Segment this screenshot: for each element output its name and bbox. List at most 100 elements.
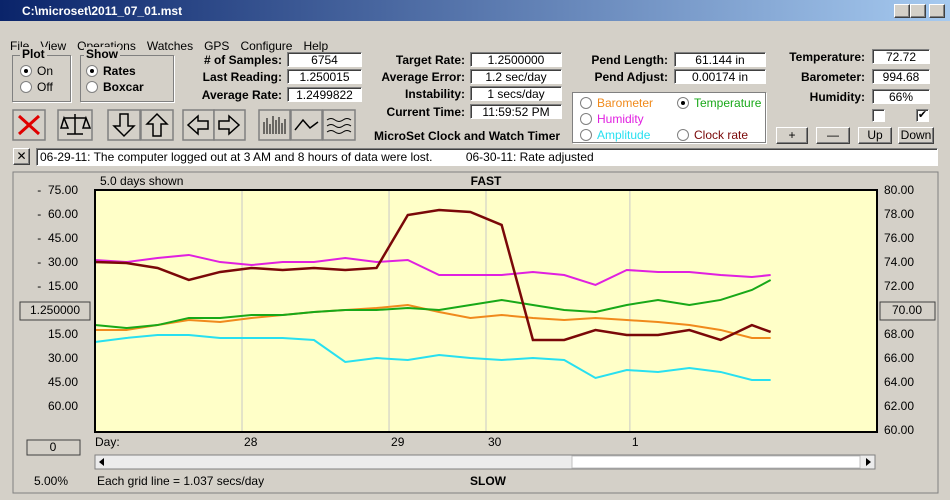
scroll-thumb[interactable] bbox=[571, 455, 861, 469]
radio[interactable]: Barometer bbox=[580, 96, 653, 110]
center-button[interactable] bbox=[19, 301, 91, 321]
radio[interactable]: On bbox=[20, 64, 53, 78]
x-tick-label: 28 bbox=[244, 435, 258, 449]
icon bbox=[59, 114, 92, 135]
y2-tick-label: 62.00 bbox=[884, 399, 914, 413]
radio[interactable]: Temperature bbox=[677, 96, 761, 110]
radio-label: Boxcar bbox=[103, 80, 144, 94]
x-axis-label: Day: bbox=[95, 435, 120, 449]
icon bbox=[263, 116, 286, 134]
radio[interactable]: Off bbox=[20, 80, 53, 94]
series-line bbox=[94, 279, 772, 330]
scroll-right[interactable] bbox=[866, 458, 871, 466]
toolbar bbox=[12, 109, 356, 141]
y-tick-label: - 15.00 bbox=[37, 279, 78, 293]
right-center-button[interactable] bbox=[879, 301, 936, 321]
icon bbox=[112, 113, 136, 138]
minimize[interactable] bbox=[894, 4, 910, 18]
field-label: Humidity: bbox=[809, 90, 865, 104]
clear-notes[interactable]: ✕ bbox=[13, 148, 30, 165]
radio[interactable]: Boxcar bbox=[86, 80, 144, 94]
button[interactable]: — bbox=[816, 127, 850, 144]
y2-tick-label: 78.00 bbox=[884, 207, 914, 221]
field-value: 66% bbox=[872, 89, 930, 104]
series-line bbox=[95, 303, 771, 339]
group-title: Show bbox=[84, 47, 120, 61]
zoom: 5.00% bbox=[34, 474, 68, 488]
field-label: # of Samples: bbox=[203, 53, 282, 67]
menu-item[interactable]: Watches bbox=[146, 39, 194, 53]
y2-tick-label: 76.00 bbox=[884, 231, 914, 245]
field-label: Instability: bbox=[404, 87, 465, 101]
maximize[interactable] bbox=[910, 4, 926, 18]
scroll-left[interactable] bbox=[99, 458, 104, 466]
icon bbox=[326, 118, 352, 134]
field-value: 994.68 bbox=[872, 69, 930, 84]
field-value: 1.2499822 bbox=[287, 87, 362, 102]
days-shown: 5.0 days shown bbox=[100, 174, 183, 188]
series-select bbox=[572, 92, 766, 143]
icon bbox=[294, 118, 319, 131]
radio[interactable]: Humidity bbox=[580, 112, 644, 126]
y-tick-label: 30.00 bbox=[48, 351, 78, 365]
menu-item[interactable]: View bbox=[40, 39, 67, 53]
field-label: Temperature: bbox=[789, 50, 865, 64]
y-tick-label: - 75.00 bbox=[37, 183, 78, 197]
x-tick-label: 29 bbox=[391, 435, 405, 449]
legend-label: Barometer bbox=[597, 96, 654, 110]
close[interactable] bbox=[929, 4, 945, 18]
legend-label: Clock rate bbox=[694, 128, 749, 142]
radio[interactable]: Clock rate bbox=[677, 128, 748, 142]
field-label: Current Time: bbox=[386, 105, 465, 119]
icon bbox=[145, 112, 169, 137]
radio-label: Rates bbox=[103, 64, 136, 78]
menu-item[interactable]: Configure bbox=[240, 39, 293, 53]
checkbox[interactable]: ✔ bbox=[916, 109, 929, 122]
button[interactable]: Down bbox=[898, 127, 934, 144]
note: 06-30-11: Rate adjusted bbox=[465, 150, 594, 164]
y-tick-label: - 30.00 bbox=[37, 255, 78, 269]
field-value: 61.144 in bbox=[674, 52, 766, 67]
y2-tick-label: 66.00 bbox=[884, 351, 914, 365]
legend-label: Amplitude bbox=[597, 128, 651, 142]
bottom-label: SLOW bbox=[470, 474, 507, 488]
field-value: 1.250015 bbox=[287, 69, 362, 84]
field-value: 72.72 bbox=[872, 49, 930, 64]
field-value: 1.2 sec/day bbox=[470, 69, 562, 84]
window-title: C:\microset\2011_07_01.mst bbox=[22, 4, 183, 18]
y2-tick-label: 64.00 bbox=[884, 375, 914, 389]
menu-item[interactable]: Help bbox=[303, 39, 329, 53]
series-line bbox=[94, 334, 771, 381]
plot-frame bbox=[94, 189, 878, 433]
note: 06-29-11: The computer logged out at 3 A… bbox=[40, 150, 433, 164]
y2-tick-label: 72.00 bbox=[884, 279, 914, 293]
title-bar bbox=[0, 0, 950, 21]
legend-label: Humidity bbox=[597, 112, 644, 126]
show-group bbox=[80, 55, 174, 102]
radio[interactable]: Rates bbox=[86, 64, 136, 78]
y-tick-label: 45.00 bbox=[48, 375, 78, 389]
y2-tick-label: 68.00 bbox=[884, 327, 914, 341]
y-tick-label: - 45.00 bbox=[37, 231, 78, 245]
field-value: 1 secs/day bbox=[470, 86, 562, 101]
series-line bbox=[94, 208, 772, 342]
field-value: 11:59:52 PM bbox=[470, 104, 562, 119]
checkbox[interactable] bbox=[872, 109, 885, 122]
button[interactable]: Up bbox=[858, 127, 892, 144]
y-tick-label: 60.00 bbox=[48, 399, 78, 413]
button[interactable]: + bbox=[776, 127, 808, 144]
radio[interactable]: Amplitude bbox=[580, 128, 650, 142]
offset-button[interactable] bbox=[26, 439, 81, 456]
right-center-label: 70.00 bbox=[892, 303, 922, 317]
menu-item[interactable]: GPS bbox=[204, 39, 230, 53]
y-tick-label: - 60.00 bbox=[37, 207, 78, 221]
x-tick-label: 30 bbox=[488, 435, 502, 449]
icon bbox=[186, 114, 209, 136]
field-value: 0.00174 in bbox=[674, 69, 766, 84]
field-label: Target Rate: bbox=[395, 53, 465, 67]
y2-tick-label: 80.00 bbox=[884, 183, 914, 197]
field-label: Average Error: bbox=[381, 70, 465, 84]
tool-button[interactable] bbox=[107, 109, 141, 141]
